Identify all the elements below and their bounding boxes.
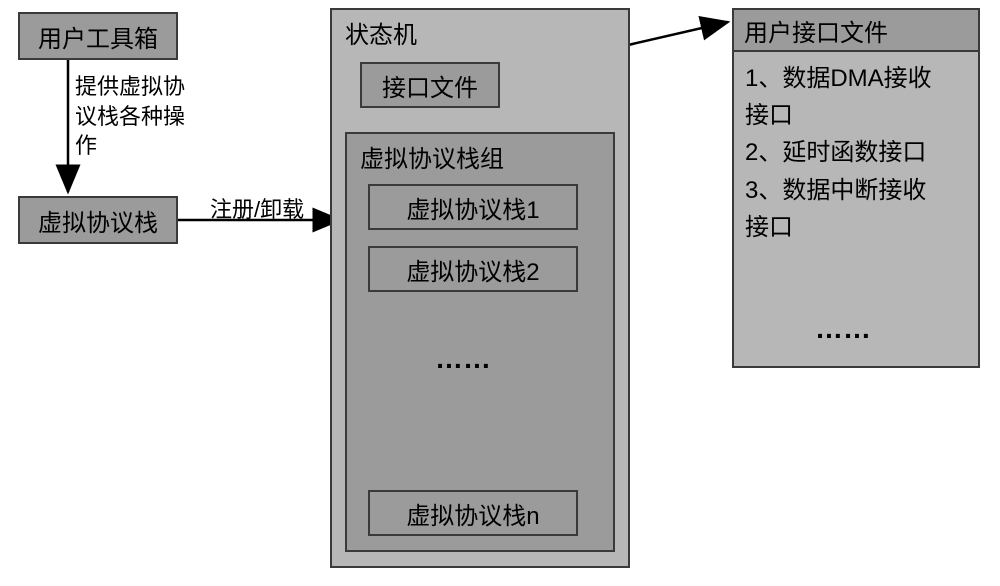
toolbox-box: 用户工具箱: [18, 12, 178, 60]
ellipsis-text: ……: [815, 313, 871, 344]
list-item: 接口: [745, 209, 975, 246]
arrow-label-line: 作: [75, 131, 185, 161]
vstack-item-label: 虚拟协议栈2: [406, 252, 539, 287]
register-unload-text: 注册/卸载: [210, 197, 304, 222]
user-interface-list: 1、数据DMA接收 接口 2、延时函数接口 3、数据中断接收 接口: [745, 60, 975, 246]
toolbox-label: 用户工具箱: [38, 19, 158, 54]
list-item: 接口: [745, 97, 975, 134]
vstack-item-label: 虚拟协议栈n: [406, 496, 539, 531]
list-item: 1、数据DMA接收: [745, 60, 975, 97]
user-interface-header: 用户接口文件: [732, 8, 980, 52]
vstack-group-title-text: 虚拟协议栈组: [360, 146, 504, 173]
interface-file-label: 接口文件: [382, 68, 478, 103]
toolbox-arrow-label: 提供虚拟协 议栈各种操 作: [75, 72, 185, 161]
vstack-box: 虚拟协议栈: [18, 196, 178, 244]
vstack-item-label: 虚拟协议栈1: [406, 190, 539, 225]
arrow-label-line: 提供虚拟协: [75, 72, 185, 102]
vstack-label: 虚拟协议栈: [38, 203, 158, 238]
list-item: 2、延时函数接口: [745, 134, 975, 171]
user-interface-header-label: 用户接口文件: [744, 13, 888, 48]
list-item: 3、数据中断接收: [745, 172, 975, 209]
state-machine-title: 状态机: [345, 20, 417, 52]
ellipsis-text: ……: [435, 343, 491, 374]
vstack-item-n: 虚拟协议栈n: [368, 490, 578, 536]
state-machine-title-text: 状态机: [345, 22, 417, 49]
vstack-item-1: 虚拟协议栈1: [368, 184, 578, 230]
arrow-label-line: 议栈各种操: [75, 102, 185, 132]
vstack-group-title: 虚拟协议栈组: [360, 144, 504, 176]
user-interface-ellipsis: ……: [815, 310, 871, 348]
interface-file-box: 接口文件: [360, 62, 500, 108]
group-ellipsis: ……: [435, 340, 491, 378]
register-unload-label: 注册/卸载: [210, 195, 304, 225]
vstack-item-2: 虚拟协议栈2: [368, 246, 578, 292]
